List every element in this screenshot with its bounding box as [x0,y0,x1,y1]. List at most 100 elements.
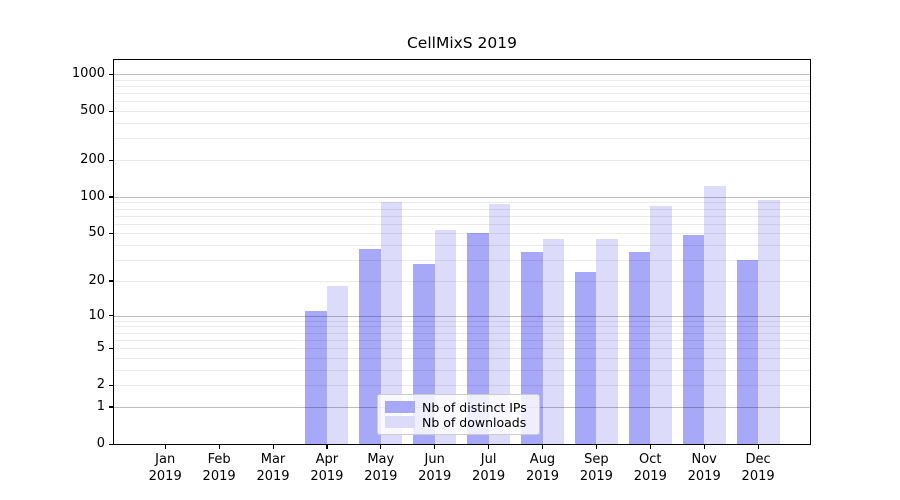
y-tick-label: 200 [80,152,105,167]
y-tick-label: 2 [96,377,105,393]
gridline-minor [114,326,810,328]
bar-ips-may [359,249,381,444]
y-axis-tick [109,196,113,198]
x-tick-label-year: 2019 [633,469,667,484]
bar-ips-nov [682,234,705,444]
y-axis-tick [109,280,113,282]
x-tick-label: May 2019 [351,451,411,485]
gridline-minor [114,93,810,95]
gridline-minor [114,332,810,334]
x-axis-tick [595,445,598,449]
gridline-minor [114,85,810,87]
legend-item-downloads: Nb of downloads [385,414,532,430]
x-tick-label: Nov 2019 [674,451,734,485]
x-tick-label: Jun 2019 [405,451,465,485]
gridline-minor [114,260,810,262]
bar-downloads-nov [704,186,726,444]
x-tick-label-year: 2019 [418,469,452,484]
bar-downloads-oct [650,206,672,444]
bar-downloads-jun [434,230,457,444]
gridline-major [114,315,810,317]
x-tick-label-year: 2019 [310,469,344,484]
chart-title: CellMixS 2019 [406,34,518,52]
x-tick-label-year: 2019 [256,469,290,484]
x-tick-label: Aug 2019 [513,451,573,485]
legend-item-distinct-ips: Nb of distinct IPs [385,399,532,415]
bar-ips-sep [574,271,597,444]
bar-downloads-dec [758,199,780,444]
x-tick-label-month: Aug [529,452,556,467]
y-tick-label: 10 [88,307,105,323]
bar-downloads-apr [326,286,349,444]
gridline-minor [114,160,810,161]
bar-ips-dec [736,260,759,444]
x-tick-label-year: 2019 [687,469,721,484]
x-tick-label-year: 2019 [741,469,775,484]
x-tick-label-year: 2019 [579,469,613,484]
x-tick-label-month: Mar [260,452,286,467]
x-tick-label-year: 2019 [525,469,560,484]
x-axis-tick [380,445,382,449]
y-axis-tick [109,315,113,317]
gridline-minor [114,101,810,103]
gridline-minor [114,245,810,247]
legend-swatch-downloads-icon [385,416,415,428]
gridline-major [114,196,810,198]
y-axis-tick [109,347,113,349]
bar-ips-jul [467,233,489,444]
x-axis-tick [434,445,436,449]
bar-downloads-aug [542,238,564,444]
x-tick-label-year: 2019 [472,469,506,484]
y-axis-tick [109,232,113,235]
gridline-minor [114,138,810,140]
y-axis-tick [109,73,113,75]
x-axis-tick [757,445,759,449]
legend-swatch-ips-icon [385,401,415,413]
y-tick-label: 20 [88,272,105,288]
x-tick-label-month: Sep [584,452,609,467]
y-tick-label: 100 [80,188,105,204]
y-tick-label: 500 [80,103,105,119]
x-axis-tick [649,445,651,449]
gridline-minor [114,202,810,204]
x-axis-tick [703,445,705,449]
gridline-minor [114,357,810,359]
gridline-major [114,74,810,76]
y-axis-tick [109,443,113,445]
bar-ips-oct [628,252,651,444]
bar-downloads-sep [596,238,618,444]
gridline-minor [114,233,810,235]
x-axis-tick [488,445,490,449]
gridline-minor [114,385,810,387]
x-axis-tick [542,445,544,449]
legend-label-distinct-ips: Nb of distinct IPs [422,399,527,415]
gridline-minor [114,123,810,125]
x-tick-label: Oct 2019 [620,451,680,485]
gridline-minor [114,280,810,282]
x-tick-label-year: 2019 [202,469,236,484]
x-axis-tick [272,445,274,449]
x-tick-label: Mar 2019 [243,451,303,485]
x-axis-tick [326,445,328,449]
y-tick-label: 5 [96,340,105,356]
y-tick-label: 0 [96,436,105,451]
x-tick-label-month: Nov [691,452,717,467]
x-tick-label: Jan 2019 [135,451,195,485]
bar-downloads-may [380,202,403,444]
x-tick-label-month: Feb [207,452,231,467]
bar-ips-apr [305,310,327,444]
gridline-minor [114,348,810,350]
gridline-minor [114,215,810,217]
gridline-minor [114,223,810,225]
x-tick-label: Feb 2019 [189,451,249,485]
x-tick-label-month: Oct [639,452,662,467]
y-axis-tick [109,384,113,386]
x-tick-label-month: May [367,452,395,467]
plot-area: Nb of distinct IPs Nb of downloads [113,59,811,445]
gridline-minor [114,320,810,322]
y-tick-label: 50 [88,225,105,241]
bar-downloads-jul [488,203,511,444]
x-axis-tick [218,445,220,449]
legend-label-downloads: Nb of downloads [422,414,527,430]
